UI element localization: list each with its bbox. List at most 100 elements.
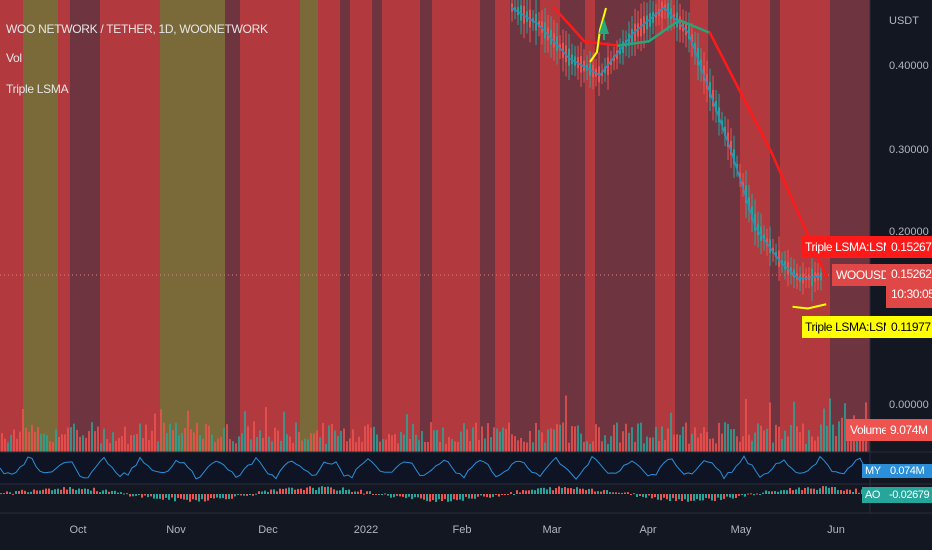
ao-bar — [171, 494, 173, 498]
lsma2-segment — [583, 40, 620, 47]
ao-bar — [294, 489, 296, 494]
ao-bar — [762, 492, 764, 494]
volume-legend[interactable]: Vol — [6, 51, 22, 65]
ao-bar — [498, 494, 500, 497]
ao-bar — [801, 490, 803, 494]
time-axis-label: Dec — [258, 524, 278, 536]
volume-bar — [40, 433, 42, 452]
volume-bar — [145, 424, 147, 452]
volume-bar — [784, 430, 786, 452]
ao-bar — [168, 494, 170, 500]
volume-bar — [559, 424, 561, 452]
ao-bar — [840, 490, 842, 494]
ao-bar — [480, 494, 482, 496]
ao-bar — [792, 490, 794, 494]
ao-bar — [285, 488, 287, 494]
price-series-line — [510, 6, 821, 280]
ao-bar — [84, 488, 86, 494]
ao-bar — [540, 487, 542, 494]
ao-bar — [372, 494, 374, 495]
ao-bar — [564, 487, 566, 494]
volume-bar — [433, 430, 435, 452]
ao-bar — [606, 490, 608, 494]
ao-bar — [249, 494, 251, 495]
volume-bar — [778, 426, 780, 452]
volume-bar — [34, 431, 36, 452]
ao-bar — [432, 494, 434, 500]
ao-bar — [180, 494, 182, 499]
ao-bar — [537, 488, 539, 494]
volume-bar — [715, 443, 717, 452]
candle-body — [718, 107, 721, 123]
ao-bar — [852, 492, 854, 494]
volume-bar — [19, 431, 21, 452]
volume-bar — [556, 424, 558, 452]
volume-bar — [694, 427, 696, 452]
ao-bar — [765, 490, 767, 494]
volume-bar — [463, 423, 465, 452]
ao-bar — [651, 494, 653, 499]
volume-bar — [346, 441, 348, 452]
volume-bar — [361, 441, 363, 452]
volume-bar — [799, 432, 801, 452]
volume-bar — [307, 439, 309, 452]
ao-bar — [219, 494, 221, 499]
volume-bar — [598, 427, 600, 452]
ao-bar — [318, 487, 320, 494]
price-tick: 0.30000 — [889, 144, 929, 156]
lsma-legend[interactable]: Triple LSMA — [6, 82, 69, 96]
ao-bar — [846, 489, 848, 494]
ao-bar — [273, 489, 275, 494]
ao-bar — [516, 490, 518, 494]
volume-bar — [679, 434, 681, 452]
volume-bar — [430, 422, 432, 452]
volume-bar — [109, 443, 111, 452]
volume-bar — [460, 431, 462, 452]
candle-body — [622, 41, 625, 53]
volume-bar — [148, 439, 150, 452]
volume-bar — [478, 440, 480, 452]
ao-bar — [666, 494, 668, 500]
ao-bar — [477, 494, 479, 497]
volume-bar — [385, 439, 387, 452]
ao-bar — [207, 494, 209, 501]
ao-bar — [642, 494, 644, 497]
ao-bar — [585, 490, 587, 494]
volume-bar — [235, 443, 237, 452]
trend-band — [318, 0, 340, 452]
ao-bar — [186, 494, 188, 500]
candle-body — [820, 272, 823, 281]
ao-bar — [750, 493, 752, 495]
ao-bar — [420, 494, 422, 499]
symbol-title[interactable]: WOO NETWORK / TETHER, 1D, WOONETWORK — [6, 22, 268, 36]
volume-bar — [595, 424, 597, 452]
volume-bar — [304, 438, 306, 452]
ao-bar — [552, 490, 554, 494]
ao-bar — [330, 487, 332, 494]
ao-bar — [237, 494, 239, 495]
volume-bar — [322, 422, 324, 452]
volume-bar — [577, 425, 579, 452]
candle-body — [766, 238, 769, 246]
ao-bar — [813, 488, 815, 494]
ao-bar — [267, 491, 269, 494]
volume-bar — [70, 427, 72, 452]
volume-bar — [697, 437, 699, 452]
volume-bar — [274, 427, 276, 452]
ao-bar — [36, 490, 38, 494]
ao-bar — [567, 488, 569, 494]
volume-bar — [139, 423, 141, 452]
ao-bar — [192, 494, 194, 500]
volume-bar — [112, 432, 114, 452]
volume-bar — [391, 435, 393, 452]
ao-bar — [495, 494, 497, 495]
ao-bar — [705, 494, 707, 498]
ao-bar — [111, 490, 113, 494]
ao-bar — [27, 492, 29, 494]
ao-bar — [528, 490, 530, 494]
volume-bar — [547, 429, 549, 452]
volume-bar — [133, 434, 135, 452]
ao-bar — [276, 491, 278, 494]
volume-bar — [661, 426, 663, 452]
